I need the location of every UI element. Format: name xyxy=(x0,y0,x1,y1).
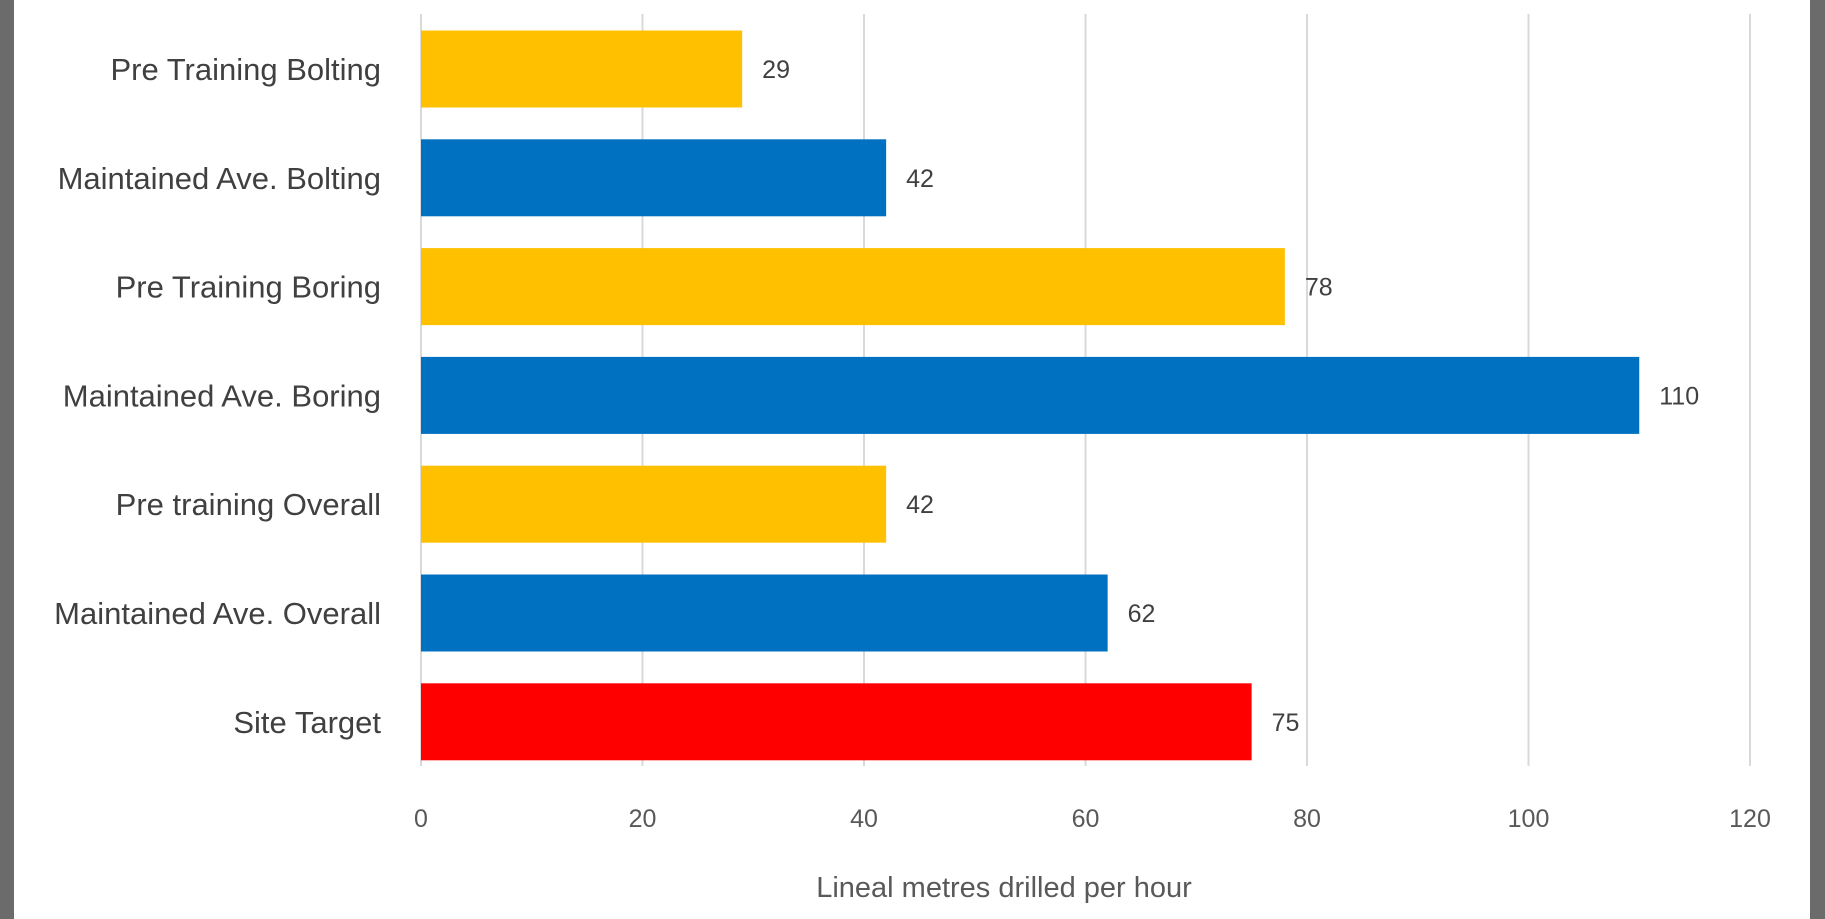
bar xyxy=(421,356,1640,434)
x-tick-label: 60 xyxy=(1072,805,1100,833)
bar xyxy=(421,574,1108,652)
x-tick-label: 20 xyxy=(629,805,657,833)
x-tick-label: 0 xyxy=(414,805,428,833)
data-label: 110 xyxy=(1659,382,1699,410)
x-tick-label: 120 xyxy=(1729,805,1771,833)
category-label: Pre Training Boring xyxy=(116,270,381,305)
data-label: 78 xyxy=(1305,274,1333,302)
category-label: Maintained Ave. Bolting xyxy=(58,161,381,196)
bar xyxy=(421,465,887,543)
bar xyxy=(421,139,887,217)
chart-canvas: 0 20 40 60 80 100 120 Pre Training Bolting 29 Mai… xyxy=(14,0,1810,919)
x-tick-label: 80 xyxy=(1293,805,1321,833)
bar-chart: 0 20 40 60 80 100 120 Pre Training Bolting 29 Mai… xyxy=(54,14,1771,904)
category-label: Maintained Ave. Boring xyxy=(63,378,381,413)
bars xyxy=(421,30,1640,761)
bar xyxy=(421,683,1252,761)
x-tick-label: 40 xyxy=(850,805,878,833)
x-tick-label: 100 xyxy=(1508,805,1550,833)
category-label: Pre training Overall xyxy=(116,487,381,522)
category-label: Maintained Ave. Overall xyxy=(54,596,381,631)
bar xyxy=(421,248,1285,326)
category-label: Site Target xyxy=(233,705,381,740)
bar xyxy=(421,30,743,108)
x-axis-title: Lineal metres drilled per hour xyxy=(816,872,1192,904)
data-label: 29 xyxy=(762,56,790,84)
data-label: 42 xyxy=(906,165,934,193)
labels: 0 20 40 60 80 100 120 Pre Training Bolting 29 Mai… xyxy=(54,52,1771,833)
data-label: 42 xyxy=(906,491,934,519)
data-label: 62 xyxy=(1128,600,1156,628)
data-label: 75 xyxy=(1272,709,1300,737)
category-label: Pre Training Bolting xyxy=(110,52,381,87)
